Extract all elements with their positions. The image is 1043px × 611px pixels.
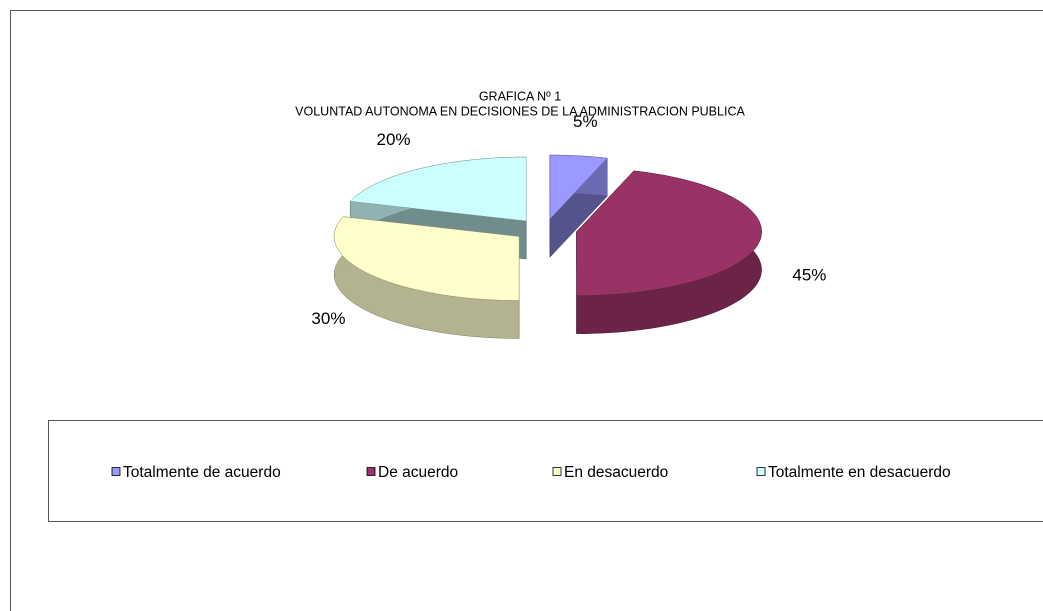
data-label: 20% <box>377 130 411 149</box>
data-label: 45% <box>792 265 826 284</box>
slice <box>333 216 520 301</box>
legend-label: De acuerdo <box>378 464 458 481</box>
legend-swatch <box>756 467 766 476</box>
legend-box <box>48 420 1043 522</box>
chart-border <box>10 10 1043 611</box>
slice <box>349 156 527 222</box>
slice <box>549 154 608 220</box>
legend-label: Totalmente en desacuerdo <box>768 464 951 481</box>
data-label: 30% <box>311 309 345 328</box>
legend-label: En desacuerdo <box>564 464 668 481</box>
data-label: 5% <box>573 112 598 131</box>
legend-swatch <box>366 467 376 476</box>
chart-title: GRAFICA Nº 1 <box>479 89 561 103</box>
legend-swatch <box>552 467 562 476</box>
legend-label: Totalmente de acuerdo <box>123 464 281 481</box>
slice <box>576 170 762 296</box>
chart-subtitle: VOLUNTAD AUTONOMA EN DECISIONES DE LA AD… <box>295 104 745 118</box>
legend-swatch <box>111 467 121 476</box>
